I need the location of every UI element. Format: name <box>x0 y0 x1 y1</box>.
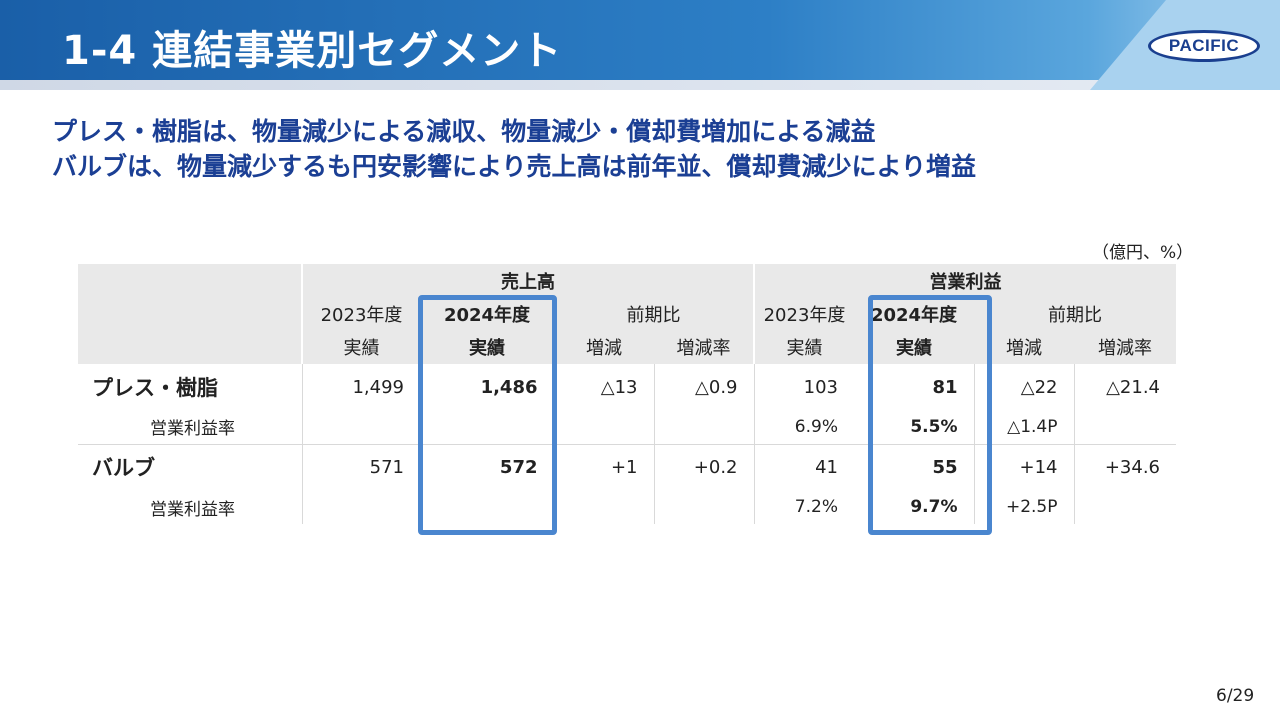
cell-margin-2023: 6.9% <box>753 410 854 445</box>
page-title: 1-4 連結事業別セグメント <box>62 28 563 74</box>
group-header-sales: 売上高 <box>301 264 754 297</box>
cell-margin-2024: 5.5% <box>854 410 974 445</box>
header-op-2024: 2024年度 <box>854 297 974 330</box>
header-sales-change-rate: 増減率 <box>654 330 754 364</box>
header-op-2024-actual: 実績 <box>854 330 974 364</box>
header-band <box>0 0 1280 90</box>
cell-op-2023: 103 <box>753 364 854 410</box>
headline-line-2: バルブは、物量減少するも円安影響により売上高は前年並、償却費減少により増益 <box>52 152 977 181</box>
headline: プレス・樹脂は、物量減少による減収、物量減少・償却費増加による減益 バルブは、物… <box>52 114 976 184</box>
table-row: 営業利益率 6.9% 5.5% △1.4P <box>78 410 1176 445</box>
header-sales-2024-actual: 実績 <box>420 330 554 364</box>
headline-line-1: プレス・樹脂は、物量減少による減収、物量減少・償却費増加による減益 <box>52 117 876 146</box>
margin-label: 営業利益率 <box>150 499 235 520</box>
header-op-2023: 2023年度 <box>753 297 854 330</box>
cell-op-change: △22 <box>973 364 1074 410</box>
cell-sales-change: △13 <box>553 364 654 410</box>
cell-op-2024: 81 <box>932 376 958 398</box>
table-row: プレス・樹脂 1,499 1,486 △13 △0.9 103 81 △22 △… <box>78 364 1176 410</box>
cell-sales-rate: △0.9 <box>653 364 754 410</box>
cell-margin-change: △1.4P <box>973 410 1074 445</box>
margin-label: 営業利益率 <box>78 410 302 445</box>
header-op-2023-actual: 実績 <box>753 330 854 364</box>
cell-margin-change: +2.5P <box>973 490 1074 524</box>
cell-margin-2023: 7.2% <box>753 490 854 524</box>
group-header-row: 売上高 営業利益 <box>78 264 1176 364</box>
segment-table: 売上高 営業利益 2023年度 2024年度 前期比 2023年度 2024年度… <box>78 264 1176 524</box>
cell-op-rate: △21.4 <box>1073 364 1176 410</box>
header-op-change-rate: 増減率 <box>1074 330 1176 364</box>
header-sales-yoy: 前期比 <box>554 297 754 330</box>
table-row: バルブ 571 572 +1 +0.2 41 55 +14 +34.6 <box>78 444 1176 490</box>
cell-margin-2024: 9.7% <box>910 497 958 517</box>
unit-label: （億円、%） <box>1092 243 1194 263</box>
segment-name: バルブ <box>92 456 155 481</box>
header-sales-2023: 2023年度 <box>301 297 420 330</box>
header-sales-2023-actual: 実績 <box>301 330 420 364</box>
header-sales-change: 増減 <box>554 330 654 364</box>
cell-op-2024: 55 <box>932 456 958 478</box>
cell-sales-change: +1 <box>553 444 654 490</box>
subheader-row-1: 2023年度 2024年度 前期比 2023年度 2024年度 前期比 <box>78 297 1176 330</box>
group-header-op: 営業利益 <box>753 264 1176 297</box>
header-op-change: 増減 <box>974 330 1074 364</box>
table-row: 営業利益率 7.2% 9.7% +2.5P <box>78 490 1176 524</box>
segment-name: プレス・樹脂 <box>92 376 218 400</box>
cell-sales-2024: 572 <box>499 456 538 478</box>
corner-cell <box>78 264 302 364</box>
cell-sales-2024: 1,486 <box>480 376 538 398</box>
cell-op-2023: 41 <box>753 444 854 490</box>
cell-sales-2023: 571 <box>301 444 420 490</box>
cell-op-rate: +34.6 <box>1073 444 1176 490</box>
cell-sales-2023: 1,499 <box>301 364 420 410</box>
company-logo: PACIFIC <box>1148 30 1260 62</box>
subheader-row-2: 実績 実績 増減 増減率 実績 実績 増減 増減率 <box>78 330 1176 364</box>
header-op-yoy: 前期比 <box>974 297 1176 330</box>
cell-sales-rate: +0.2 <box>653 444 754 490</box>
cell-op-change: +14 <box>973 444 1074 490</box>
header-sales-2024: 2024年度 <box>420 297 554 330</box>
page-number: 6/29 <box>1216 686 1255 706</box>
